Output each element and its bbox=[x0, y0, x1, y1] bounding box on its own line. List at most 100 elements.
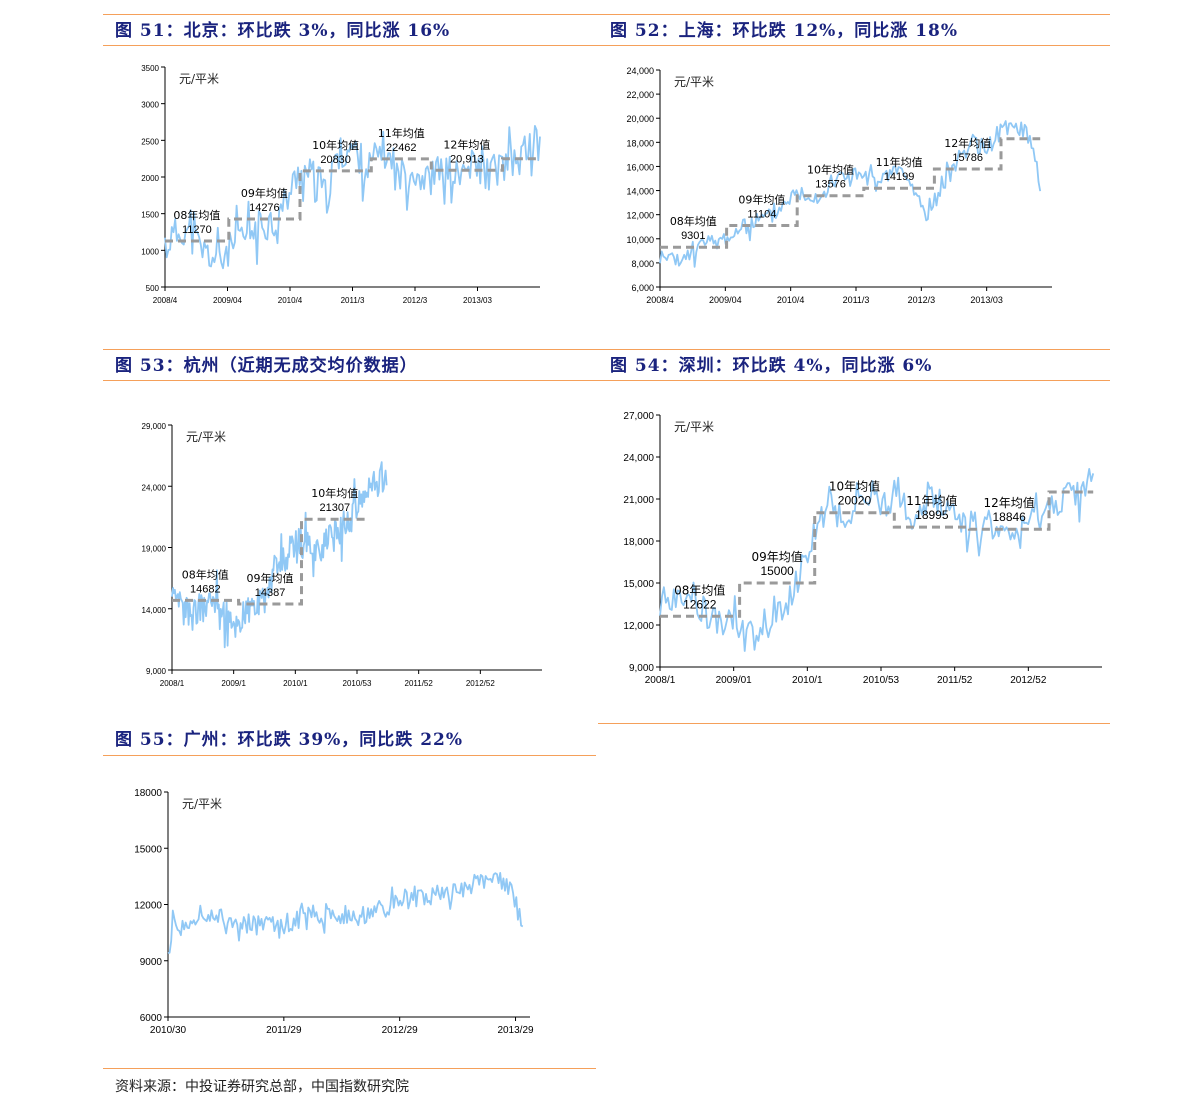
x-tick-label: 2010/4 bbox=[777, 295, 805, 305]
chart-title-54: 图 54：深圳：环比跌 4%，同比涨 6% bbox=[598, 349, 1110, 381]
unit-label: 元/平米 bbox=[186, 430, 226, 444]
y-tick-label: 2500 bbox=[141, 137, 159, 146]
y-tick-label: 3000 bbox=[141, 101, 159, 110]
average-value-label: 14387 bbox=[255, 587, 286, 599]
chart-beijing-plot: 3500 3000 2500 2000 1500 1000 500 2008/4 2009/04… bbox=[141, 64, 541, 305]
average-value-label: 11270 bbox=[182, 224, 212, 236]
x-tick-label: 2013/03 bbox=[970, 295, 1003, 305]
average-value-label: 11104 bbox=[747, 208, 776, 220]
x-tick-label: 2010/4 bbox=[278, 296, 303, 305]
unit-label: 元/平米 bbox=[674, 75, 714, 89]
average-label: 09年均值 bbox=[241, 186, 288, 200]
yearly-average-step-line bbox=[660, 137, 1041, 249]
price-series-line bbox=[659, 120, 1042, 268]
average-label: 09年均值 bbox=[738, 192, 785, 206]
x-tick-label: 2012/52 bbox=[1010, 675, 1047, 686]
source-note: 资料来源：中投证券研究总部，中国指数研究院 bbox=[115, 1079, 409, 1095]
x-tick-label: 2008/1 bbox=[160, 679, 185, 688]
divider-line bbox=[598, 723, 1110, 724]
chart-shenzhen-plot: 27,000 24,000 21,000 18,000 15,000 12,000 9,00… bbox=[623, 411, 1102, 686]
y-tick-label: 9000 bbox=[140, 957, 163, 968]
average-value-label: 18846 bbox=[992, 510, 1026, 524]
x-tick-label: 2011/29 bbox=[266, 1025, 302, 1036]
average-label: 10年均值 bbox=[312, 138, 359, 152]
y-tick-label: 15000 bbox=[134, 844, 162, 855]
x-tick-label: 2012/52 bbox=[466, 679, 495, 688]
yearly-average-step-line bbox=[165, 157, 540, 243]
y-tick-label: 6000 bbox=[140, 1013, 163, 1024]
y-tick-label: 18000 bbox=[134, 788, 162, 799]
y-tick-label: 9,000 bbox=[146, 667, 167, 676]
y-tick-label: 10,000 bbox=[626, 235, 654, 245]
average-label: 10年均值 bbox=[829, 479, 880, 494]
average-value-label: 12622 bbox=[683, 597, 717, 611]
y-tick-label: 24,000 bbox=[626, 66, 654, 76]
unit-label: 元/平米 bbox=[179, 72, 219, 86]
x-tick-label: 2009/01 bbox=[716, 675, 753, 686]
average-value-label: 15000 bbox=[760, 564, 794, 578]
average-label: 12年均值 bbox=[944, 136, 991, 150]
y-tick-label: 12,000 bbox=[626, 211, 654, 221]
y-tick-label: 12,000 bbox=[623, 621, 654, 632]
price-series-line bbox=[659, 468, 1095, 652]
average-label: 10年均值 bbox=[807, 163, 854, 177]
x-tick-label: 2013/29 bbox=[497, 1025, 534, 1036]
chart-hangzhou-plot: 29,000 24,000 19,000 14,000 9,000 2008/1 2009/… bbox=[142, 422, 542, 688]
x-tick-label: 2013/03 bbox=[463, 296, 492, 305]
average-value-label: 20020 bbox=[838, 494, 872, 508]
x-tick-label: 2008/4 bbox=[646, 295, 674, 305]
average-label: 08年均值 bbox=[182, 567, 229, 581]
y-tick-label: 8,000 bbox=[631, 259, 654, 269]
average-label: 10年均值 bbox=[311, 486, 358, 500]
y-tick-label: 21,000 bbox=[623, 495, 654, 506]
y-tick-label: 14,000 bbox=[142, 606, 167, 615]
average-label: 11年均值 bbox=[876, 155, 923, 169]
chart-title-51: 图 51：北京：环比跌 3%，同比涨 16% bbox=[103, 14, 611, 46]
y-tick-label: 9,000 bbox=[629, 663, 654, 674]
x-tick-label: 2012/29 bbox=[382, 1025, 419, 1036]
y-tick-label: 15,000 bbox=[623, 579, 654, 590]
average-label: 11年均值 bbox=[378, 126, 425, 140]
yearly-average-step-line bbox=[172, 517, 369, 606]
average-value-label: 20830 bbox=[320, 154, 351, 166]
average-label: 08年均值 bbox=[674, 582, 725, 597]
x-tick-label: 2010/53 bbox=[343, 679, 372, 688]
y-tick-label: 27,000 bbox=[623, 411, 654, 422]
average-value-label: 13576 bbox=[815, 179, 846, 191]
x-tick-label: 2008/1 bbox=[645, 675, 676, 686]
average-value-label: 18995 bbox=[915, 508, 949, 522]
y-tick-label: 24,000 bbox=[623, 453, 654, 464]
y-tick-label: 6,000 bbox=[631, 283, 654, 293]
chart-title-55: 图 55：广州：环比跌 39%，同比跌 22% bbox=[103, 724, 596, 756]
chart-shanghai-plot: 24,000 22,000 20,000 18,000 16,000 14,000 12,0… bbox=[626, 66, 1052, 305]
average-value-label: 15786 bbox=[952, 152, 983, 164]
yearly-average-step-line bbox=[660, 490, 1094, 618]
x-tick-label: 2011/3 bbox=[341, 296, 365, 305]
chart-shanghai: 24,000 22,000 20,000 18,000 16,000 14,000 12,0… bbox=[615, 55, 1065, 320]
y-tick-label: 24,000 bbox=[142, 483, 167, 492]
chart-guangzhou: 18000 15000 12000 9000 6000 2010/30 2011/29 201… bbox=[120, 780, 560, 1045]
average-label: 08年均值 bbox=[670, 214, 717, 228]
y-tick-label: 500 bbox=[146, 284, 160, 293]
average-label: 08年均值 bbox=[173, 208, 220, 222]
price-series-line bbox=[171, 461, 388, 649]
x-tick-label: 2011/3 bbox=[843, 295, 870, 305]
x-tick-label: 2008/4 bbox=[153, 296, 178, 305]
average-value-label: 9301 bbox=[681, 230, 705, 242]
y-tick-label: 18,000 bbox=[623, 537, 654, 548]
average-label: 12年均值 bbox=[443, 137, 490, 151]
y-tick-label: 29,000 bbox=[142, 422, 167, 431]
price-series-line bbox=[167, 872, 524, 954]
x-tick-label: 2012/3 bbox=[403, 296, 428, 305]
footer-rule bbox=[103, 1068, 596, 1069]
y-tick-label: 2000 bbox=[141, 174, 159, 183]
unit-label: 元/平米 bbox=[674, 420, 714, 434]
x-tick-label: 2009/04 bbox=[213, 296, 242, 305]
average-value-label: 22462 bbox=[386, 142, 417, 154]
average-value-label: 14276 bbox=[249, 202, 280, 214]
average-label: 09年均值 bbox=[751, 549, 802, 564]
y-tick-label: 14,000 bbox=[626, 187, 654, 197]
average-value-label: 14682 bbox=[190, 583, 221, 595]
chart-shenzhen: 27,000 24,000 21,000 18,000 15,000 12,000 9,00… bbox=[615, 400, 1110, 700]
